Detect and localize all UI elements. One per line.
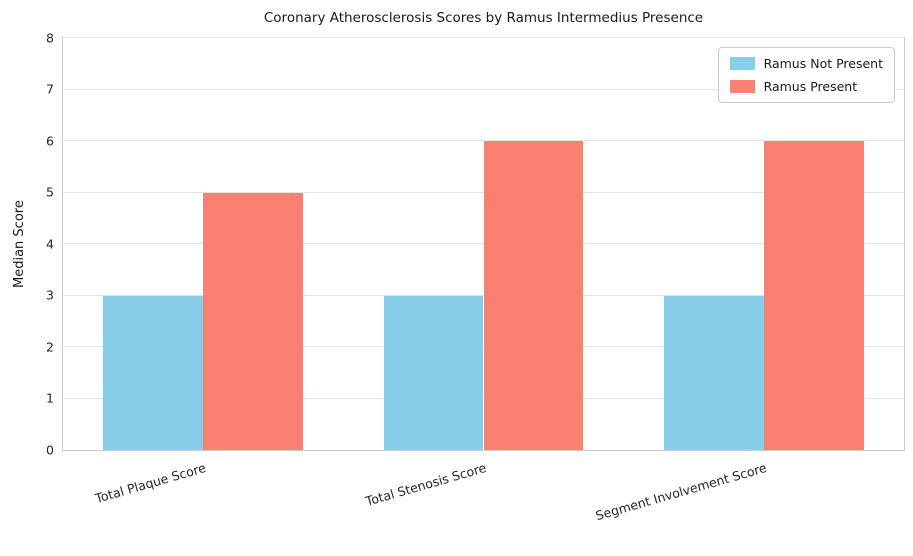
legend-swatch	[729, 57, 755, 70]
bar-ramus-not-present-2	[383, 295, 484, 450]
gridline	[63, 88, 904, 90]
y-tick-label: 4	[46, 235, 54, 251]
y-tick-label: 2	[46, 338, 54, 354]
bar-ramus-not-present-1	[103, 295, 204, 450]
gridline	[63, 140, 904, 141]
y-axis-label: Median Score	[12, 200, 27, 288]
chart-title: Coronary Atherosclerosis Scores by Ramus…	[263, 10, 704, 26]
plot-area: Ramus Not Present Ramus Present 0 1 2 3 4 5 6 7 8…	[46, 31, 905, 523]
bar-ramus-not-present-3	[664, 295, 764, 450]
y-tick-label: 3	[46, 287, 54, 303]
x-tick-label: Segment Involvement Score	[593, 460, 768, 524]
legend-label: Ramus Present	[763, 79, 858, 94]
bar-ramus-present-3	[763, 141, 864, 450]
y-tick-label: 6	[46, 132, 54, 148]
x-tick-label: Total Plaque Score	[93, 460, 208, 506]
bar-ramus-present-1	[203, 192, 303, 450]
y-tick-label: 7	[46, 81, 54, 97]
legend-swatch	[729, 80, 755, 93]
x-tick-label: Total Stenosis Score	[363, 460, 488, 509]
y-tick-label: 1	[46, 390, 54, 406]
legend-item: Ramus Present	[729, 79, 883, 94]
legend-label: Ramus Not Present	[763, 56, 883, 71]
y-tick-label: 8	[46, 29, 54, 45]
y-tick-label: 5	[46, 184, 54, 200]
legend-item: Ramus Not Present	[729, 56, 883, 71]
y-tick-label: 0	[46, 441, 54, 457]
legend: Ramus Not Present Ramus Present	[717, 47, 895, 103]
gridline	[63, 37, 904, 38]
bar-ramus-present-2	[483, 141, 584, 450]
